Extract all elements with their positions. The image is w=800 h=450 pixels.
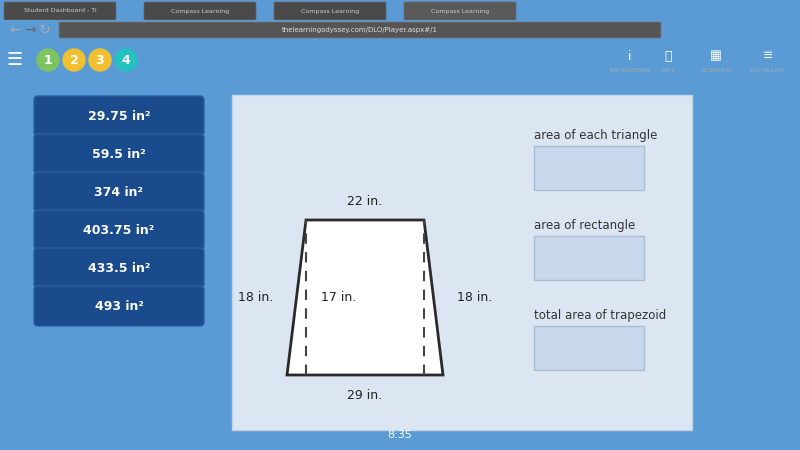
Text: thelearningodyssey.com/DLO/Player.aspx#/1: thelearningodyssey.com/DLO/Player.aspx#/… [282,27,438,33]
Text: 403.75 in²: 403.75 in² [83,224,154,237]
FancyBboxPatch shape [59,22,661,38]
Text: Compass Learning: Compass Learning [171,9,229,13]
FancyBboxPatch shape [34,286,204,326]
Text: 8:35: 8:35 [388,430,412,440]
Bar [232,95,692,430]
FancyBboxPatch shape [34,210,204,250]
FancyBboxPatch shape [34,96,204,136]
Text: →: → [24,23,36,37]
Circle shape [63,49,85,71]
Text: area of rectangle: area of rectangle [534,219,635,232]
Text: HINT: HINT [662,68,674,73]
Bar [534,236,644,280]
Text: ≡: ≡ [762,50,774,63]
Circle shape [115,49,137,71]
FancyBboxPatch shape [34,248,204,288]
Bar [534,146,644,190]
Text: 1: 1 [44,54,52,67]
FancyBboxPatch shape [144,2,256,20]
Text: 29.75 in²: 29.75 in² [88,109,150,122]
FancyBboxPatch shape [4,2,116,20]
Text: total area of trapezoid: total area of trapezoid [534,309,666,322]
FancyBboxPatch shape [34,172,204,212]
Text: 3: 3 [96,54,104,67]
Text: SCIENTIFIC: SCIENTIFIC [701,68,731,73]
Text: 59.5 in²: 59.5 in² [92,148,146,161]
Text: 4: 4 [122,54,130,67]
Text: ▦: ▦ [710,50,722,63]
Text: 493 in²: 493 in² [94,300,143,312]
Text: 2: 2 [70,54,78,67]
Text: ↻: ↻ [39,23,51,37]
Text: Compass Learning: Compass Learning [301,9,359,13]
Bar [534,326,644,370]
FancyBboxPatch shape [404,2,516,20]
Text: ☰: ☰ [7,51,23,69]
Text: Student Dashboard - Ti: Student Dashboard - Ti [24,9,96,13]
FancyBboxPatch shape [34,134,204,174]
Text: 433.5 in²: 433.5 in² [88,261,150,274]
Text: Compass Learning: Compass Learning [431,9,489,13]
Text: VOCABULARY: VOCABULARY [750,68,786,73]
Circle shape [89,49,111,71]
Text: 💡: 💡 [664,50,672,63]
Text: 22 in.: 22 in. [347,195,382,208]
Text: 18 in.: 18 in. [457,291,492,304]
FancyBboxPatch shape [274,2,386,20]
Text: i: i [628,50,632,63]
Circle shape [37,49,59,71]
Text: 17 in.: 17 in. [321,291,356,304]
Text: INSTRUCTIONS: INSTRUCTIONS [610,68,650,73]
Text: area of each triangle: area of each triangle [534,129,658,142]
Text: ←: ← [9,23,21,37]
Text: 18 in.: 18 in. [238,291,273,304]
Text: 29 in.: 29 in. [347,389,382,402]
Text: 374 in²: 374 in² [94,185,143,198]
Polygon shape [287,220,443,375]
